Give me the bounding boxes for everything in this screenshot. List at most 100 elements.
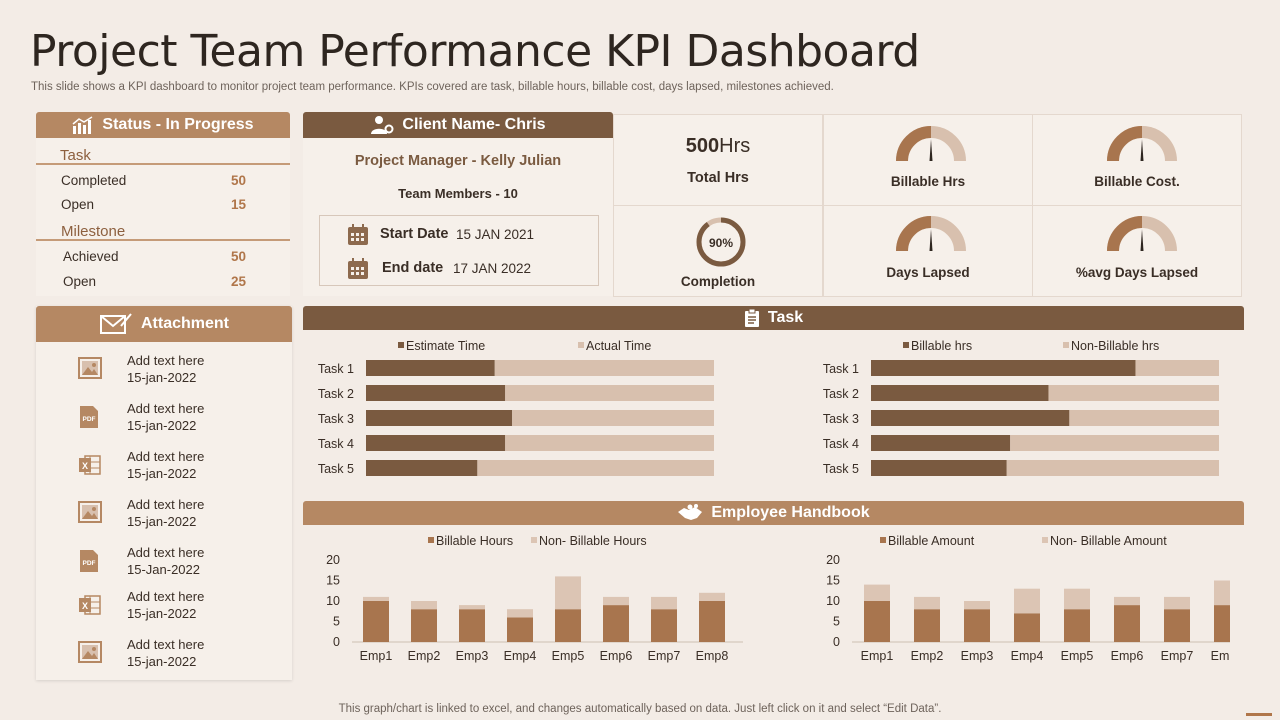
bar-estimate-time xyxy=(366,385,506,401)
task-section-label: Task xyxy=(60,147,91,164)
y-tick-label: 15 xyxy=(826,574,840,588)
billable-hrs-label: Billable Hrs xyxy=(890,174,966,189)
legend-label: Billable Hours xyxy=(436,534,513,548)
bar-billable-amount xyxy=(864,601,890,642)
bar-billable-amount xyxy=(1014,613,1040,642)
bar-actual-time xyxy=(477,460,714,476)
kpi-billable-cost: Billable Cost. xyxy=(1032,114,1242,206)
kpi-billable-hrs: Billable Hrs xyxy=(823,114,1033,206)
attachment-item[interactable]: PDF Add text here 15-Jan-2022 xyxy=(36,544,292,584)
attachment-item[interactable]: X Add text here 15-jan-2022 xyxy=(36,588,292,628)
bar-billable-hours xyxy=(411,609,437,642)
handbook-section-label: Employee Handbook xyxy=(711,504,870,521)
footer-note: This graph/chart is linked to excel, and… xyxy=(338,703,942,715)
legend-label: Billable Amount xyxy=(888,534,975,548)
attachment-title: Add text here xyxy=(127,401,205,416)
legend-swatch xyxy=(428,537,434,543)
excel-icon: X xyxy=(78,453,102,482)
x-tick-label: Emp2 xyxy=(911,649,944,663)
x-tick-label: Emp2 xyxy=(408,649,441,663)
attachment-item[interactable]: X Add text here 15-jan-2022 xyxy=(36,448,292,488)
bar-non-billable-amount xyxy=(1014,588,1040,614)
gauge-fill xyxy=(896,216,932,252)
attachment-text: Add text here 15-jan-2022 xyxy=(127,588,204,622)
task-section-label: Task xyxy=(767,309,804,326)
kpi-completion: 90% Completion xyxy=(613,205,823,297)
end-date-value: 17 JAN 2022 xyxy=(453,261,532,276)
bar-actual-time xyxy=(505,435,714,451)
y-tick-label: 20 xyxy=(326,553,340,567)
client-panel: Client Name- Chris Project Manager - Kel… xyxy=(303,112,613,296)
attachment-date: 15-jan-2022 xyxy=(127,370,197,385)
attachment-item[interactable]: Add text here 15-jan-2022 xyxy=(36,636,292,676)
x-tick-label: Emp4 xyxy=(1011,649,1044,663)
attachment-title: Add text here xyxy=(127,449,205,464)
attachment-date: 15-jan-2022 xyxy=(127,606,197,621)
attachment-header-label: Attachment xyxy=(140,315,229,332)
attachment-item[interactable]: Add text here 15-jan-2022 xyxy=(36,496,292,536)
bar-billable-hours xyxy=(699,601,725,642)
employee-amount-chart: Billable Amount Non- Billable Amount 0 5 10 1… xyxy=(826,534,1230,663)
x-tick-label: Emp6 xyxy=(1111,649,1144,663)
bar-non-billable-hours xyxy=(603,596,629,606)
category-label: Task 2 xyxy=(318,387,354,401)
category-label: Task 5 xyxy=(318,462,354,476)
gauge-fill xyxy=(896,126,932,162)
bar-billable-amount xyxy=(1214,605,1230,642)
legend-label: Estimate Time xyxy=(406,339,485,353)
bar-billable-hours xyxy=(603,605,629,642)
client-header-label: Client Name- Chris xyxy=(402,116,546,133)
x-tick-label: Emp1 xyxy=(360,649,393,663)
x-tick-label: Emp5 xyxy=(552,649,585,663)
bar-non-billable-amount xyxy=(914,596,940,610)
total-hrs-unit: Hrs xyxy=(719,135,751,157)
gauge-fill xyxy=(1107,216,1143,252)
divider xyxy=(36,239,290,241)
y-tick-label: 5 xyxy=(833,615,840,629)
legend-swatch xyxy=(578,342,584,348)
clipboard-icon xyxy=(744,309,759,327)
task-section-header: Task xyxy=(303,306,1244,330)
bar-non-billable-hours xyxy=(651,596,677,610)
status-task-row-label: Open xyxy=(61,197,95,212)
bar-non-billable-hrs xyxy=(1006,460,1219,476)
y-tick-label: 20 xyxy=(826,553,840,567)
bar-non-billable-amount xyxy=(1164,596,1190,610)
x-tick-label: Emp7 xyxy=(648,649,681,663)
status-header-label: Status - In Progress xyxy=(102,116,254,133)
page-subtitle: This slide shows a KPI dashboard to moni… xyxy=(31,81,834,93)
attachment-item[interactable]: PDF Add text here 15-jan-2022 xyxy=(36,400,292,440)
svg-text:X: X xyxy=(82,601,88,611)
attachment-text: Add text here 15-jan-2022 xyxy=(127,400,204,434)
attachment-date: 15-jan-2022 xyxy=(127,654,197,669)
user-gear-icon xyxy=(371,116,394,134)
bar-actual-time xyxy=(512,410,714,426)
image-icon xyxy=(78,641,102,668)
total-hrs-number: 500 xyxy=(685,135,720,157)
status-milestone-row-value: 25 xyxy=(231,274,247,289)
calendar-icon xyxy=(348,224,368,245)
x-tick-label: Emp6 xyxy=(600,649,633,663)
legend-swatch xyxy=(1042,537,1048,543)
total-hrs-value: 500Hrs xyxy=(614,135,822,158)
legend-swatch xyxy=(398,342,404,348)
svg-text:X: X xyxy=(82,461,88,471)
avg-days-lapsed-label: %avg Days Lapsed xyxy=(1075,265,1199,280)
x-tick-label: Emp7 xyxy=(1161,649,1194,663)
kpi-days-lapsed: Days Lapsed xyxy=(823,205,1033,297)
days-lapsed-label: Days Lapsed xyxy=(886,265,970,280)
excel-icon: X xyxy=(78,593,102,622)
x-tick-label: Emp5 xyxy=(1061,649,1094,663)
bar-non-billable-hrs xyxy=(1135,360,1219,376)
status-milestone-row-label: Open xyxy=(63,274,97,289)
bar-non-billable-hrs xyxy=(1048,385,1219,401)
svg-text:PDF: PDF xyxy=(83,416,96,423)
attachment-date: 15-jan-2022 xyxy=(127,514,197,529)
end-date-label: End date xyxy=(382,260,444,276)
legend-label: Non- Billable Hours xyxy=(539,534,647,548)
status-milestone-row-label: Achieved xyxy=(63,249,119,264)
bar-billable-hours xyxy=(651,609,677,642)
category-label: Task 3 xyxy=(823,412,859,426)
attachment-item[interactable]: Add text here 15-jan-2022 xyxy=(36,352,292,392)
attachment-date: 15-Jan-2022 xyxy=(127,562,200,577)
